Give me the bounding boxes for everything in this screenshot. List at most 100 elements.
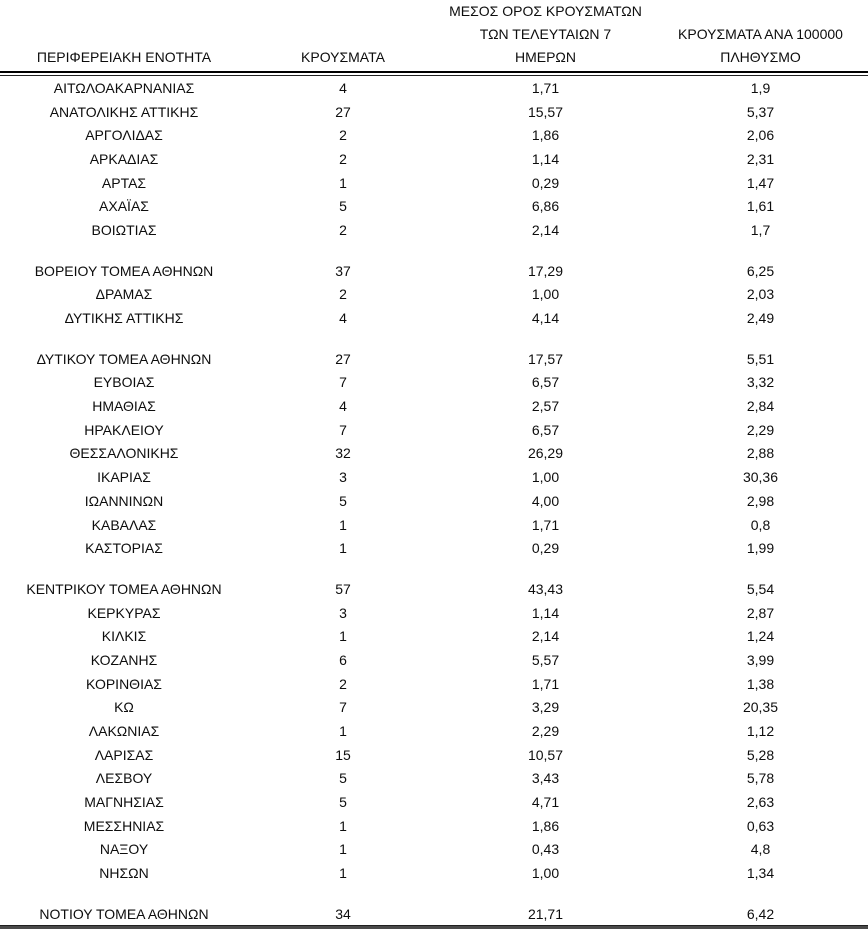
col-header-cases: ΚΡΟΥΣΜΑΤΑ [248, 0, 438, 73]
table-row: ΜΑΓΝΗΣΙΑΣ 5 4,71 2,63 [0, 790, 868, 814]
cell-avg7: 3,29 [531, 699, 560, 716]
table-row: ΔΥΤΙΚΟΥ ΤΟΜΕΑ ΑΘΗΝΩΝ 27 17,57 5,51 [0, 347, 868, 371]
cell-cases: 5 [339, 794, 347, 811]
cell-cases: 4 [339, 398, 347, 415]
cell-avg7: 1,14 [531, 150, 560, 167]
cell-cases: 2 [339, 675, 347, 692]
section-spacer-row [0, 885, 868, 902]
cell-avg7: 10,57 [527, 746, 564, 763]
cell-region: ΑΡΤΑΣ [101, 174, 147, 191]
cell-per100k: 5,28 [746, 746, 775, 763]
cell-per100k: 2,49 [746, 310, 775, 327]
cell-avg7: 2,29 [531, 723, 560, 740]
cell-avg7: 17,29 [527, 262, 564, 279]
cell-per100k: 5,37 [746, 103, 775, 120]
cell-per100k: 1,47 [746, 174, 775, 191]
cell-per100k: 3,32 [746, 374, 775, 391]
cell-region: ΚΑΒΑΛΑΣ [91, 516, 157, 533]
table-row: ΚΩ 7 3,29 20,35 [0, 696, 868, 720]
table-row: ΝΑΞΟΥ 1 0,43 4,8 [0, 838, 868, 862]
cell-region: ΗΡΑΚΛΕΙΟΥ [84, 421, 164, 438]
cell-cases: 27 [335, 350, 351, 367]
cell-avg7: 1,00 [531, 865, 560, 882]
cell-avg7: 17,57 [527, 350, 564, 367]
cell-per100k: 2,31 [746, 150, 775, 167]
cell-avg7: 5,57 [531, 651, 560, 668]
cell-per100k: 2,03 [746, 286, 775, 303]
table-row: ΚΕΡΚΥΡΑΣ 3 1,14 2,87 [0, 601, 868, 625]
table-row: ΚΙΛΚΙΣ 1 2,14 1,24 [0, 624, 868, 648]
cell-region: ΔΥΤΙΚΗΣ ΑΤΤΙΚΗΣ [64, 310, 184, 327]
table-row: ΑΙΤΩΛΟΑΚΑΡΝΑΝΙΑΣ 4 1,71 1,9 [0, 76, 868, 100]
table-row: ΒΟΙΩΤΙΑΣ 2 2,14 1,7 [0, 218, 868, 242]
cell-per100k: 1,34 [746, 865, 775, 882]
table-row: ΑΧΑΪΑΣ 5 6,86 1,61 [0, 194, 868, 218]
cell-per100k: 6,42 [746, 905, 775, 922]
cell-avg7: 6,57 [531, 374, 560, 391]
cell-cases: 1 [339, 516, 347, 533]
cell-per100k: 2,63 [746, 794, 775, 811]
cell-avg7: 1,00 [531, 469, 560, 486]
section-spacer-row [0, 560, 868, 577]
cell-cases: 2 [339, 127, 347, 144]
cell-cases: 1 [339, 628, 347, 645]
header-row: ΠΕΡΙΦΕΡΕΙΑΚΗ ΕΝΟΤΗΤΑ ΚΡΟΥΣΜΑΤΑ ΜΕΣΟΣ ΟΡΟ… [0, 0, 868, 73]
cell-cases: 1 [339, 865, 347, 882]
cell-cases: 27 [335, 103, 351, 120]
cell-avg7: 6,86 [531, 198, 560, 215]
cell-region: ΒΟΡΕΙΟΥ ΤΟΜΕΑ ΑΘΗΝΩΝ [34, 262, 214, 279]
cell-per100k: 2,88 [746, 445, 775, 462]
cell-avg7: 1,14 [531, 604, 560, 621]
cell-avg7: 0,43 [531, 841, 560, 858]
cell-cases: 15 [335, 746, 351, 763]
table-row: ΛΑΡΙΣΑΣ 15 10,57 5,28 [0, 743, 868, 767]
cell-region: ΑΡΚΑΔΙΑΣ [89, 150, 159, 167]
table-row: ΚΑΒΑΛΑΣ 1 1,71 0,8 [0, 513, 868, 537]
cell-per100k: 1,24 [746, 628, 775, 645]
cell-per100k: 6,25 [746, 262, 775, 279]
cell-avg7: 1,71 [531, 675, 560, 692]
cell-cases: 7 [339, 699, 347, 716]
cell-cases: 3 [339, 604, 347, 621]
table-row: ΚΑΣΤΟΡΙΑΣ 1 0,29 1,99 [0, 536, 868, 560]
table-row: ΑΡΤΑΣ 1 0,29 1,47 [0, 171, 868, 195]
cell-avg7: 0,29 [531, 540, 560, 557]
cell-region: ΔΥΤΙΚΟΥ ΤΟΜΕΑ ΑΘΗΝΩΝ [36, 350, 212, 367]
cell-avg7: 2,14 [531, 628, 560, 645]
cell-avg7: 15,57 [527, 103, 564, 120]
cell-cases: 7 [339, 421, 347, 438]
table-row: ΚΟΖΑΝΗΣ 6 5,57 3,99 [0, 648, 868, 672]
table-row: ΔΡΑΜΑΣ 2 1,00 2,03 [0, 283, 868, 307]
cell-cases: 2 [339, 221, 347, 238]
cell-avg7: 1,86 [531, 817, 560, 834]
section-spacer-row [0, 330, 868, 347]
header-underline [0, 72, 868, 76]
table-row: ΔΥΤΙΚΗΣ ΑΤΤΙΚΗΣ 4 4,14 2,49 [0, 306, 868, 330]
cell-cases: 1 [339, 841, 347, 858]
cell-avg7: 1,71 [531, 79, 560, 96]
cell-avg7: 26,29 [527, 445, 564, 462]
table-row: ΚΟΡΙΝΘΙΑΣ 2 1,71 1,38 [0, 672, 868, 696]
cell-region: ΜΕΣΣΗΝΙΑΣ [83, 817, 165, 834]
col-header-avg7: ΜΕΣΟΣ ΟΡΟΣ ΚΡΟΥΣΜΑΤΩΝ ΤΩΝ ΤΕΛΕΥΤΑΙΩΝ 7 Η… [438, 0, 653, 73]
cell-region: ΙΩΑΝΝΙΝΩΝ [84, 492, 164, 509]
cell-region: ΚΟΖΑΝΗΣ [90, 651, 158, 668]
table-row: ΙΩΑΝΝΙΝΩΝ 5 4,00 2,98 [0, 489, 868, 513]
cell-per100k: 3,99 [746, 651, 775, 668]
cell-per100k: 1,99 [746, 540, 775, 557]
table-row: ΑΡΓΟΛΙΔΑΣ 2 1,86 2,06 [0, 123, 868, 147]
cell-cases: 5 [339, 198, 347, 215]
table-row: ΗΜΑΘΙΑΣ 4 2,57 2,84 [0, 394, 868, 418]
cell-per100k: 2,84 [746, 398, 775, 415]
cell-region: ΙΚΑΡΙΑΣ [97, 469, 151, 486]
cell-region: ΚΟΡΙΝΘΙΑΣ [86, 675, 162, 692]
cell-avg7: 1,00 [531, 286, 560, 303]
table-row: ΜΕΣΣΗΝΙΑΣ 1 1,86 0,63 [0, 814, 868, 838]
cell-region: ΑΙΤΩΛΟΑΚΑΡΝΑΝΙΑΣ [53, 79, 195, 96]
cell-avg7: 2,14 [531, 221, 560, 238]
cell-avg7: 1,71 [531, 516, 560, 533]
col-header-region: ΠΕΡΙΦΕΡΕΙΑΚΗ ΕΝΟΤΗΤΑ [0, 0, 248, 73]
table-row: ΑΝΑΤΟΛΙΚΗΣ ΑΤΤΙΚΗΣ 27 15,57 5,37 [0, 100, 868, 124]
cell-cases: 32 [335, 445, 351, 462]
